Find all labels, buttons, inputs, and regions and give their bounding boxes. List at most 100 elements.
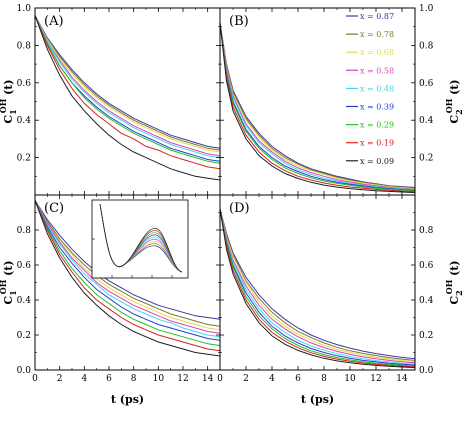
x-tick-label: 4 xyxy=(269,374,275,384)
y-tick-label: 0.2 xyxy=(419,154,433,164)
series-line xyxy=(34,200,221,320)
y-axis-label: C2OH (t) xyxy=(444,79,464,123)
y-tick-label: 0.0 xyxy=(419,366,434,376)
panel-frame xyxy=(219,194,416,371)
x-tick-label: 10 xyxy=(153,374,165,384)
x-tick-label: 0 xyxy=(217,374,223,384)
series-line xyxy=(34,200,221,334)
series-line xyxy=(34,15,221,157)
x-tick-label: 4 xyxy=(81,374,87,384)
panel-a: 0.2 0.4 0.6 0.8 1.0 (A) C1OH (t) xyxy=(0,4,221,196)
y-tick-label: 0.8 xyxy=(17,41,32,51)
y-tick-label: 0.4 xyxy=(17,296,32,306)
legend: x = 0.87 x = 0.78 x = 0.68 x = 0.58 x = 0.48… xyxy=(346,12,394,166)
series-line xyxy=(34,15,221,162)
x-tick-label: 0 xyxy=(32,374,38,384)
series-line xyxy=(219,208,416,369)
x-tick-label: 14 xyxy=(396,374,408,384)
y-tick-label: 1.0 xyxy=(419,4,434,14)
y-tick-label: 1.0 xyxy=(17,4,32,14)
y-tick-label: 0.4 xyxy=(419,296,434,306)
y-axis-label: C1OH (t) xyxy=(0,79,18,123)
figure-content: 0.2 0.4 0.6 0.8 1.0 (A) C1OH (t) 0.2 0.4 0.6 0.8 1.… xyxy=(0,4,464,406)
panel-label: (C) xyxy=(44,201,64,216)
x-tick-label: 10 xyxy=(344,374,356,384)
panel-label: (B) xyxy=(229,14,249,29)
x-tick-label: 6 xyxy=(295,374,301,384)
legend-label: x = 0.48 xyxy=(360,84,394,93)
series-line xyxy=(34,15,221,159)
x-tick-label: 12 xyxy=(177,374,188,384)
panel-d: 0.0 0.2 0.4 0.6 0.8 0 2 4 6 8 10 12 14 (D) C2OH (t) xyxy=(217,194,464,384)
x-tick-label: 2 xyxy=(243,374,249,384)
legend-label: x = 0.39 xyxy=(360,103,394,112)
series-line xyxy=(219,208,416,363)
legend-label: x = 0.87 xyxy=(360,12,394,21)
inset-frame xyxy=(91,199,189,279)
series-line xyxy=(219,208,416,366)
inset-series-line xyxy=(99,203,183,273)
y-tick-label: 0.8 xyxy=(419,41,434,51)
inset xyxy=(91,199,189,279)
y-tick-label: 0.4 xyxy=(17,116,32,126)
legend-label: x = 0.58 xyxy=(360,66,394,75)
series-line xyxy=(219,22,416,190)
panel-label: (D) xyxy=(229,201,250,216)
x-tick-label: 8 xyxy=(321,374,327,384)
series-line xyxy=(219,22,416,191)
y-tick-label: 0.6 xyxy=(419,261,434,271)
legend-label: x = 0.19 xyxy=(360,139,394,148)
y-tick-label: 0.4 xyxy=(419,116,434,126)
series-line xyxy=(34,15,221,170)
x-axis-label: t (ps) xyxy=(301,393,334,406)
y-tick-label: 0.6 xyxy=(419,79,434,89)
series-line xyxy=(34,15,221,181)
series-line xyxy=(34,200,221,357)
y-tick-label: 0.2 xyxy=(419,331,433,341)
series-line xyxy=(219,208,416,361)
y-tick-label: 0.2 xyxy=(17,331,31,341)
series-line xyxy=(34,200,221,327)
x-axis-label: t (ps) xyxy=(111,393,144,406)
y-tick-label: 0.2 xyxy=(17,154,31,164)
y-axis-label: C1OH (t) xyxy=(0,260,18,304)
figure-frame xyxy=(34,7,416,371)
series-line xyxy=(219,22,416,193)
panel-frame xyxy=(34,7,221,196)
series-line xyxy=(219,22,416,189)
series-line xyxy=(219,208,416,365)
x-tick-label: 8 xyxy=(131,374,137,384)
y-tick-label: 0.8 xyxy=(419,226,434,236)
x-tick-label: 12 xyxy=(370,374,381,384)
y-tick-label: 0.0 xyxy=(17,366,32,376)
series-line xyxy=(34,200,221,338)
panel-label: (A) xyxy=(44,14,64,29)
series-line xyxy=(34,200,221,346)
y-tick-label: 0.8 xyxy=(17,226,32,236)
y-axis-label: C2OH (t) xyxy=(444,260,464,304)
series-line xyxy=(34,200,221,341)
series-line xyxy=(34,15,221,151)
panel-c: 0.0 0.2 0.4 0.6 0.8 0 2 4 6 8 10 12 14 (C) C1OH (t) xyxy=(0,194,221,384)
legend-label: x = 0.09 xyxy=(360,157,394,166)
series-line xyxy=(219,22,416,192)
series-line xyxy=(219,208,416,367)
x-tick-label: 14 xyxy=(202,374,214,384)
series-line xyxy=(34,200,221,352)
x-tick-label: 2 xyxy=(57,374,63,384)
panel-b: 0.2 0.4 0.6 0.8 1.0 (B) C2OH (t) xyxy=(219,4,464,196)
x-tick-label: 6 xyxy=(106,374,112,384)
series-line xyxy=(219,22,416,190)
series-line xyxy=(34,15,221,149)
series-line xyxy=(219,208,416,368)
series-line xyxy=(219,22,416,191)
y-tick-label: 0.6 xyxy=(17,261,32,271)
series-line xyxy=(34,15,221,164)
legend-label: x = 0.68 xyxy=(360,48,394,57)
series-line xyxy=(34,200,221,331)
y-tick-label: 0.6 xyxy=(17,79,32,89)
legend-label: x = 0.78 xyxy=(360,30,394,39)
series-line xyxy=(34,15,221,153)
series-line xyxy=(219,208,416,360)
